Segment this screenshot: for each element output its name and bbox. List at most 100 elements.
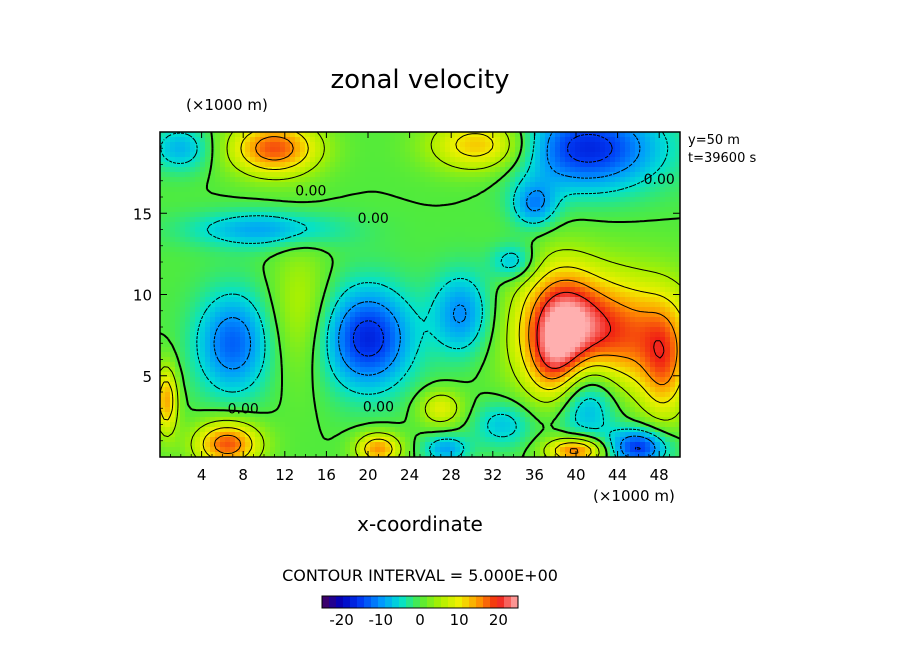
- heatmap-cell: [370, 322, 376, 328]
- heatmap-cell: [265, 147, 271, 153]
- heatmap-cell: [590, 257, 596, 263]
- heatmap-cell: [600, 177, 606, 183]
- heatmap-cell: [345, 272, 351, 278]
- heatmap-cell: [645, 157, 651, 163]
- heatmap-cell: [615, 142, 621, 148]
- heatmap-cell: [405, 312, 411, 318]
- heatmap-cell: [385, 292, 391, 298]
- heatmap-cell: [410, 232, 416, 238]
- heatmap-cell: [340, 312, 346, 318]
- heatmap-cell: [225, 182, 231, 188]
- heatmap-cell: [205, 197, 211, 203]
- heatmap-cell: [520, 207, 526, 213]
- heatmap-cell: [485, 322, 491, 328]
- heatmap-cell: [245, 347, 251, 353]
- heatmap-cell: [450, 342, 456, 348]
- heatmap-cell: [480, 257, 486, 263]
- heatmap-cell: [350, 292, 356, 298]
- heatmap-cell: [550, 232, 556, 238]
- heatmap-cell: [350, 137, 356, 143]
- heatmap-cell: [605, 327, 611, 333]
- heatmap-cell: [185, 347, 191, 353]
- heatmap-cell: [230, 292, 236, 298]
- heatmap-cell: [405, 267, 411, 273]
- heatmap-cell: [505, 137, 511, 143]
- heatmap-cell: [665, 242, 671, 248]
- heatmap-cell: [655, 187, 661, 193]
- heatmap-cell: [670, 187, 676, 193]
- heatmap-cell: [540, 317, 546, 323]
- heatmap-cell: [445, 182, 451, 188]
- heatmap-cell: [500, 232, 506, 238]
- heatmap-cell: [580, 137, 586, 143]
- heatmap-cell: [220, 227, 226, 233]
- heatmap-cell: [570, 252, 576, 258]
- heatmap-cell: [525, 147, 531, 153]
- heatmap-cell: [485, 317, 491, 323]
- heatmap-cell: [600, 242, 606, 248]
- heatmap-cell: [415, 262, 421, 268]
- heatmap-cell: [535, 357, 541, 363]
- heatmap-cell: [470, 282, 476, 288]
- heatmap-cell: [515, 307, 521, 313]
- heatmap-cell: [495, 242, 501, 248]
- heatmap-cell: [675, 202, 680, 208]
- heatmap-cell: [660, 337, 666, 343]
- heatmap-cell: [225, 237, 231, 243]
- heatmap-cell: [350, 187, 356, 193]
- heatmap-cell: [330, 167, 336, 173]
- heatmap-cell: [465, 267, 471, 273]
- heatmap-cell: [220, 147, 226, 153]
- heatmap-cell: [375, 352, 381, 358]
- heatmap-cell: [625, 277, 631, 283]
- heatmap-cell: [325, 357, 331, 363]
- heatmap-cell: [535, 337, 541, 343]
- heatmap-cell: [370, 167, 376, 173]
- heatmap-cell: [435, 157, 441, 163]
- heatmap-cell: [425, 362, 431, 368]
- heatmap-cell: [305, 222, 311, 228]
- heatmap-cell: [185, 332, 191, 338]
- heatmap-cell: [160, 337, 166, 343]
- heatmap-cell: [570, 182, 576, 188]
- heatmap-cell: [220, 172, 226, 178]
- heatmap-cell: [560, 342, 566, 348]
- heatmap-cell: [545, 162, 551, 168]
- heatmap-cell: [470, 142, 476, 148]
- heatmap-cell: [200, 237, 206, 243]
- heatmap-cell: [665, 167, 671, 173]
- heatmap-cell: [400, 367, 406, 373]
- heatmap-cell: [500, 167, 506, 173]
- heatmap-cell: [270, 217, 276, 223]
- heatmap-cell: [310, 297, 316, 303]
- heatmap-cell: [670, 307, 676, 313]
- heatmap-cell: [530, 147, 536, 153]
- heatmap-cell: [225, 252, 231, 258]
- heatmap-cell: [475, 172, 481, 178]
- heatmap-cell: [390, 302, 396, 308]
- heatmap-cell: [500, 197, 506, 203]
- heatmap-cell: [625, 212, 631, 218]
- heatmap-cell: [405, 202, 411, 208]
- heatmap-cell: [180, 147, 186, 153]
- heatmap-cell: [565, 197, 571, 203]
- heatmap-cell: [175, 242, 181, 248]
- heatmap-cell: [615, 252, 621, 258]
- heatmap-cell: [285, 342, 291, 348]
- heatmap-cell: [190, 267, 196, 273]
- heatmap-cell: [305, 197, 311, 203]
- heatmap-cell: [235, 212, 241, 218]
- heatmap-cell: [605, 282, 611, 288]
- heatmap-cell: [445, 137, 451, 143]
- heatmap-cell: [455, 282, 461, 288]
- heatmap-cell: [285, 272, 291, 278]
- heatmap-cell: [510, 302, 516, 308]
- heatmap-cell: [510, 172, 516, 178]
- heatmap-cell: [370, 187, 376, 193]
- heatmap-cell: [175, 222, 181, 228]
- heatmap-cell: [590, 222, 596, 228]
- heatmap-cell: [375, 157, 381, 163]
- heatmap-cell: [470, 352, 476, 358]
- heatmap-cell: [195, 217, 201, 223]
- heatmap-cell: [380, 262, 386, 268]
